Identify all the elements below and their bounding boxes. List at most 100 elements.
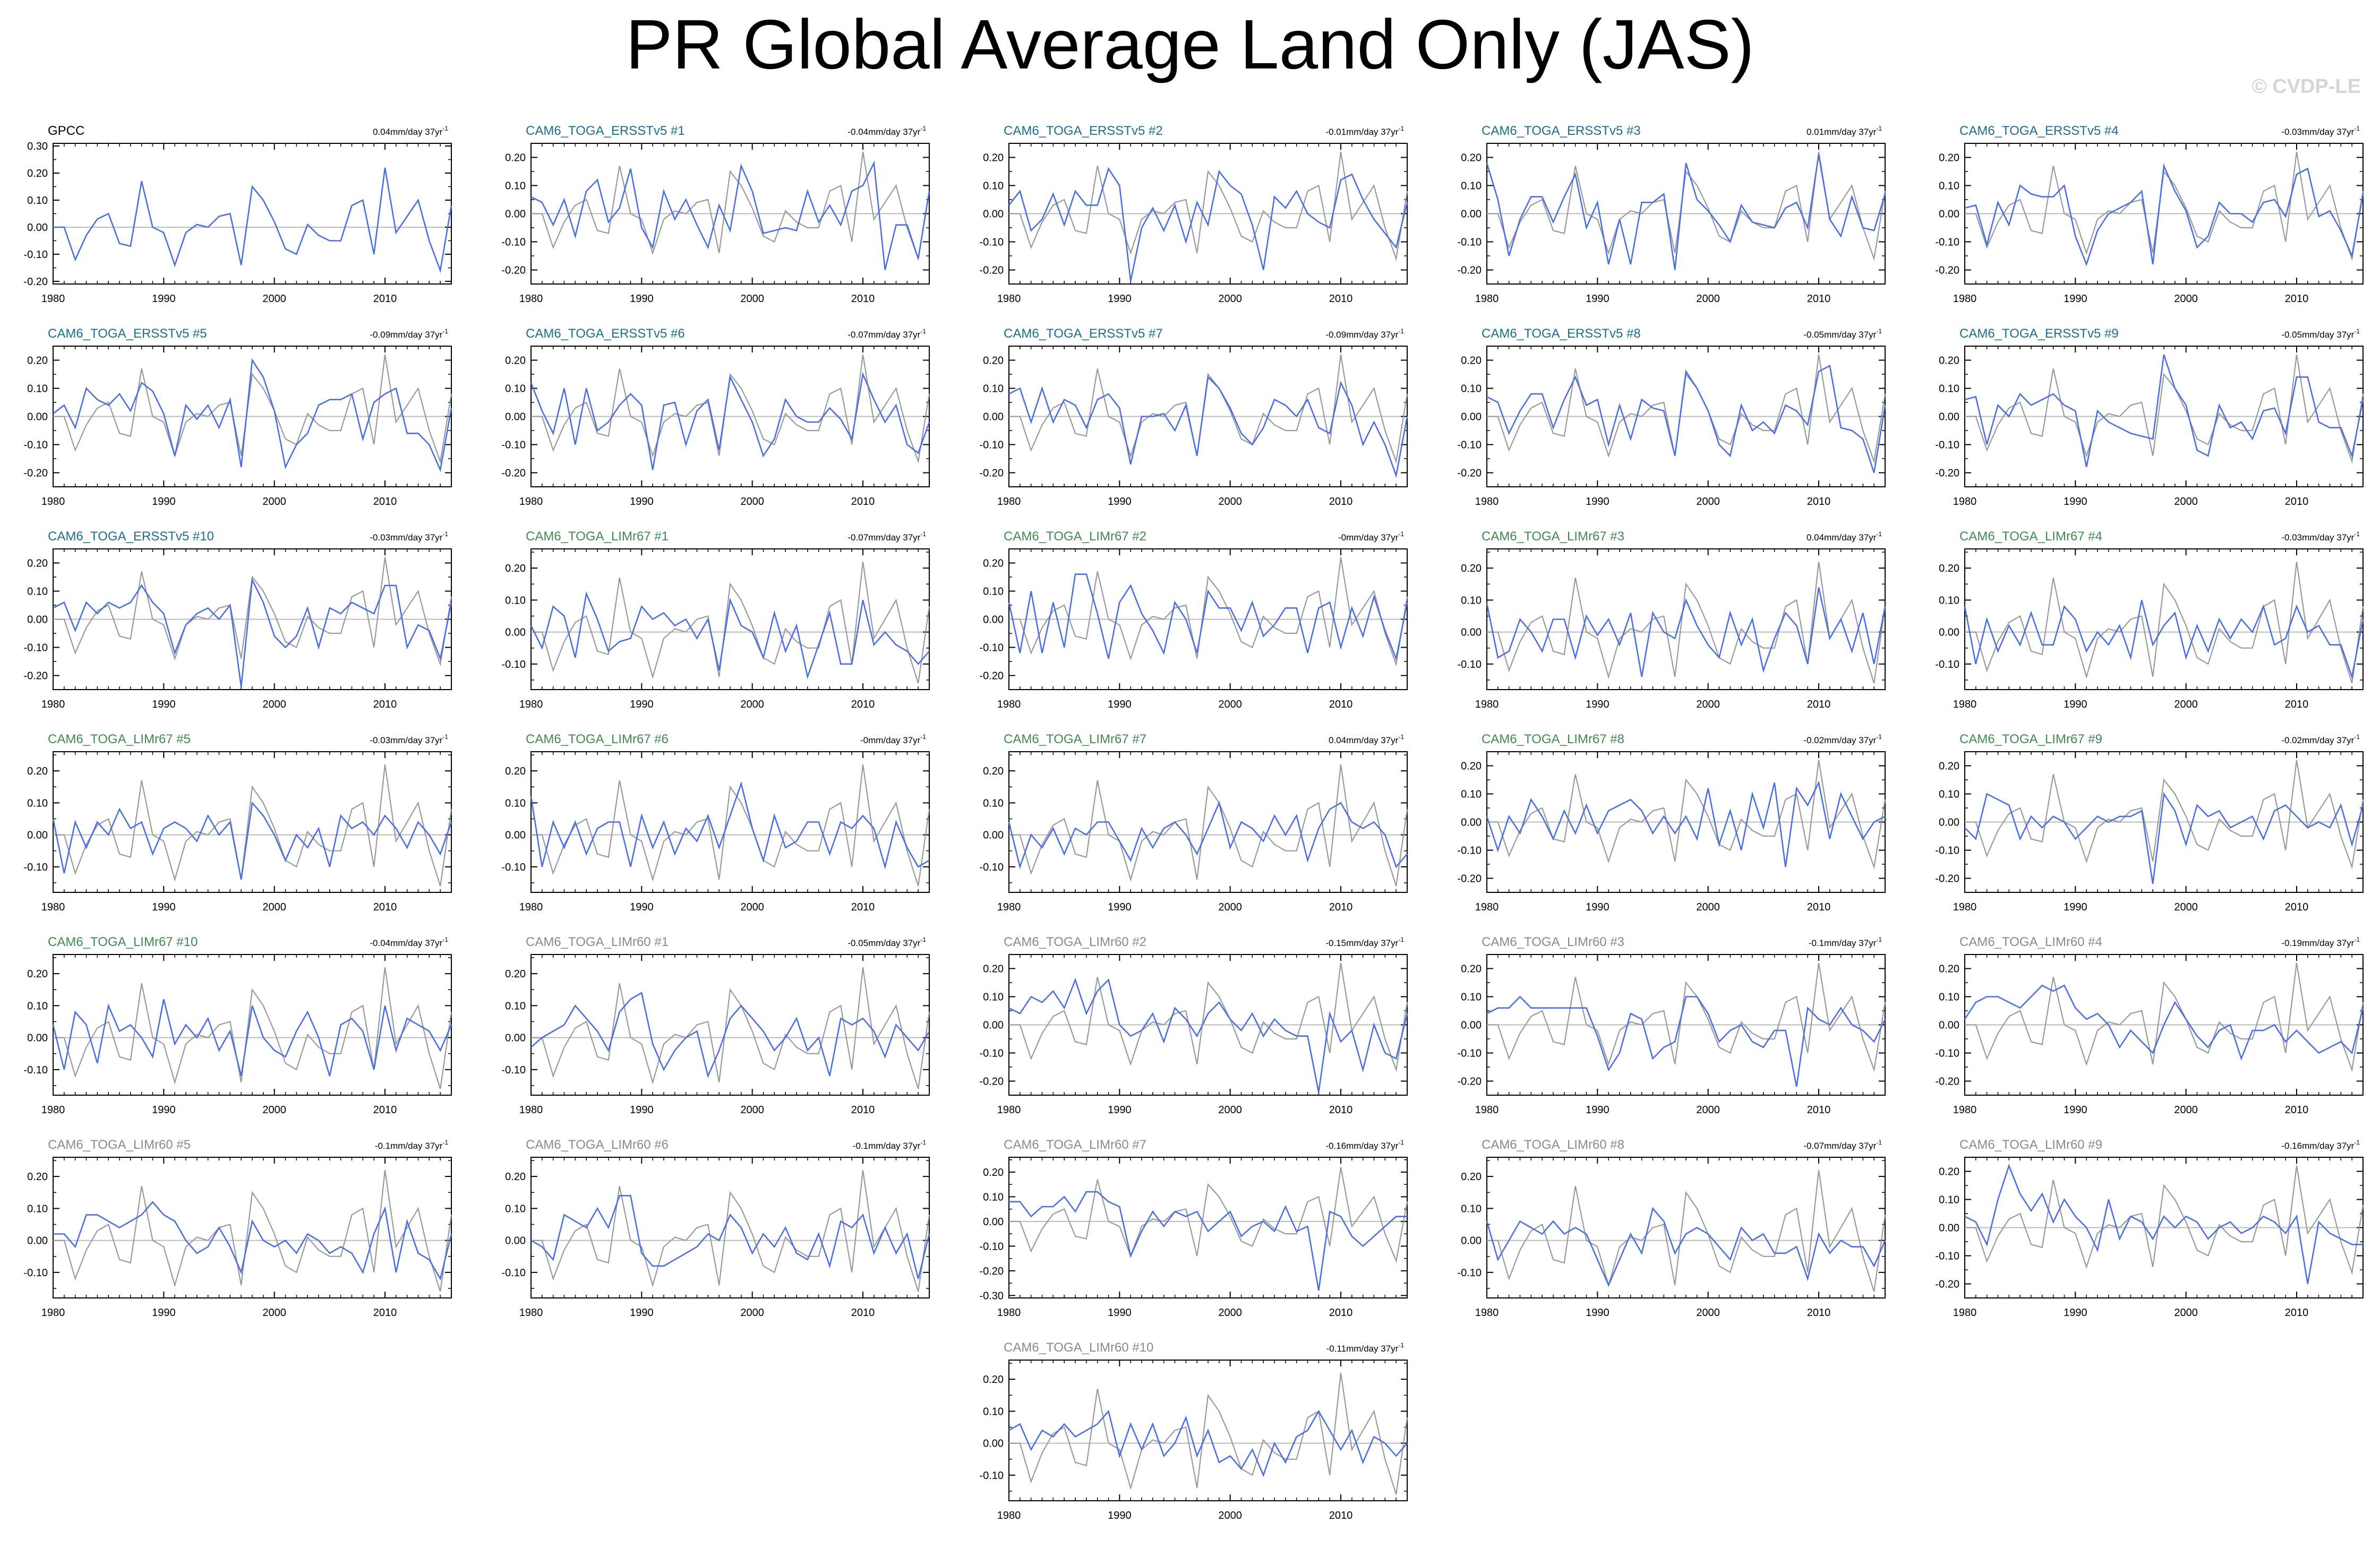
y-tick-label: -0.10: [1457, 1048, 1482, 1060]
y-tick-label: -0.10: [23, 440, 48, 451]
series-line-reference: [531, 151, 930, 261]
panel-title: CAM6_TOGA_ERSSTv5 #4: [1959, 124, 2119, 138]
series-line-cam6-toga-limr60-7: [1009, 1191, 1407, 1291]
x-tick-label: 1990: [2064, 496, 2087, 508]
x-tick-label: 2010: [1807, 293, 1831, 305]
panel-trend: -0.03mm/day 37yr-1: [2281, 530, 2360, 543]
y-tick-label: 0.10: [505, 1203, 526, 1215]
y-tick-label: -0.20: [1935, 873, 1959, 885]
x-tick-label: 1990: [152, 1307, 176, 1319]
panel-title: CAM6_TOGA_LIMr67 #8: [1482, 732, 1624, 746]
x-tick-label: 2010: [1329, 293, 1353, 305]
y-tick-label: 0.00: [1939, 411, 1959, 423]
y-tick-label: 0.30: [27, 141, 48, 152]
x-tick-label: 2010: [1807, 496, 1831, 508]
y-tick-label: -0.10: [501, 237, 526, 248]
panel-title: CAM6_TOGA_LIMr60 #5: [48, 1138, 191, 1152]
y-tick-label: -0.10: [1935, 659, 1959, 670]
x-tick-label: 2000: [740, 901, 764, 913]
x-tick-label: 2000: [1218, 293, 1242, 305]
panel-trend: 0.04mm/day 37yr-1: [1807, 530, 1882, 543]
panel-cam6-toga-ersstv5-5: CAM6_TOGA_ERSSTv5 #5 -0.09mm/day 37yr-1 0.…: [23, 326, 452, 508]
y-tick-label: 0.20: [505, 152, 526, 164]
x-tick-label: 1990: [1586, 901, 1610, 913]
panel-title: CAM6_TOGA_ERSSTv5 #8: [1482, 326, 1641, 341]
panel-title: GPCC: [48, 124, 84, 138]
y-tick-label: -0.20: [979, 1076, 1004, 1088]
x-tick-label: 2010: [851, 496, 875, 508]
y-tick-label: -0.10: [979, 642, 1004, 654]
series-line-cam6-toga-limr60-10: [1008, 1409, 1408, 1477]
series-line-cam6-toga-ersstv5-5: [53, 358, 452, 472]
y-tick-label: -0.20: [1935, 1279, 1959, 1291]
y-tick-label: -0.20: [979, 265, 1004, 277]
y-tick-label: -0.10: [1457, 845, 1482, 857]
x-tick-label: 2010: [851, 293, 875, 305]
y-tick-label: 0.10: [505, 595, 526, 606]
panel-cam6-toga-limr67-5: CAM6_TOGA_LIMr67 #5 -0.03mm/day 37yr-1 0.2…: [23, 732, 452, 913]
y-tick-label: 0.00: [27, 830, 48, 841]
x-tick-label: 1990: [1586, 293, 1610, 305]
x-tick-label: 1990: [1108, 496, 1132, 508]
panel-title: CAM6_TOGA_LIMr67 #2: [1004, 529, 1146, 544]
panel-title: CAM6_TOGA_ERSSTv5 #10: [48, 529, 214, 544]
series-line-cam6-toga-ersstv5-7: [1008, 375, 1408, 478]
panel-title: CAM6_TOGA_LIMr67 #1: [526, 529, 669, 544]
y-tick-label: 0.00: [505, 830, 526, 841]
panel-cam6-toga-ersstv5-9: CAM6_TOGA_ERSSTv5 #9 -0.05mm/day 37yr-1 0.…: [1935, 326, 2364, 508]
y-tick-label: -0.20: [23, 276, 48, 288]
y-tick-label: 0.10: [983, 586, 1004, 598]
series-line-cam6-toga-limr67-5: [52, 801, 452, 880]
panel-trend: -0mm/day 37yr-1: [860, 733, 926, 745]
y-tick-label: -0.10: [501, 862, 526, 873]
y-tick-label: 0.00: [1461, 627, 1482, 639]
y-tick-label: -0.10: [1457, 1267, 1482, 1279]
y-tick-label: 0.20: [1939, 1166, 1959, 1178]
y-tick-label: 0.00: [27, 411, 48, 423]
y-tick-label: -0.10: [1935, 845, 1959, 857]
y-tick-label: 0.20: [983, 152, 1004, 164]
y-tick-label: 0.10: [505, 1000, 526, 1012]
x-tick-label: 1980: [519, 293, 543, 305]
panel-frame: [1486, 1157, 1886, 1298]
x-tick-label: 2010: [851, 1104, 875, 1116]
panel-title: CAM6_TOGA_LIMr60 #8: [1482, 1138, 1624, 1152]
y-tick-label: 0.00: [983, 614, 1004, 626]
panel-title: CAM6_TOGA_LIMr60 #7: [1004, 1138, 1146, 1152]
x-tick-label: 2010: [851, 699, 875, 710]
series-line-cam6-toga-ersstv5-9: [1964, 354, 2364, 468]
y-tick-label: -0.10: [1457, 440, 1482, 451]
panel-trend: -0.05mm/day 37yr-1: [2281, 328, 2360, 340]
y-tick-label: -0.10: [979, 862, 1004, 873]
x-tick-label: 2010: [2285, 699, 2309, 710]
x-tick-label: 2010: [851, 901, 875, 913]
y-tick-label: 0.10: [27, 195, 48, 207]
panel-trend: 0.04mm/day 37yr-1: [1329, 733, 1404, 745]
y-tick-label: 0.20: [1939, 964, 1959, 975]
y-tick-label: -0.10: [1457, 237, 1482, 248]
panel-trend: -0.04mm/day 37yr-1: [847, 125, 926, 137]
panel-cam6-toga-limr60-7: CAM6_TOGA_LIMr60 #7 -0.16mm/day 37yr-1 0.2…: [979, 1138, 1408, 1319]
x-tick-label: 2000: [1218, 496, 1242, 508]
panel-cam6-toga-limr60-2: CAM6_TOGA_LIMr60 #2 -0.15mm/day 37yr-1 0.2…: [979, 935, 1408, 1116]
y-tick-label: 0.10: [1461, 595, 1482, 606]
y-tick-label: 0.00: [1461, 1020, 1482, 1031]
panel-title: CAM6_TOGA_ERSSTv5 #3: [1482, 124, 1641, 138]
panel-trend: -0.05mm/day 37yr-1: [847, 936, 926, 948]
y-tick-label: 0.10: [983, 383, 1004, 395]
series-line-reference: [531, 354, 930, 464]
x-tick-label: 1990: [152, 699, 176, 710]
panel-cam6-toga-limr60-8: CAM6_TOGA_LIMr60 #8 -0.07mm/day 37yr-1 0.2…: [1457, 1138, 1886, 1319]
panel-frame: [530, 751, 930, 893]
y-tick-label: -0.20: [1457, 265, 1482, 277]
x-tick-label: 1990: [152, 496, 176, 508]
y-tick-label: 0.20: [983, 1374, 1004, 1386]
y-tick-label: 0.10: [983, 180, 1004, 192]
y-tick-label: -0.10: [23, 862, 48, 873]
x-tick-label: 2010: [1329, 699, 1353, 710]
series-line-reference: [531, 1169, 930, 1292]
y-tick-label: 0.20: [1461, 964, 1482, 975]
series-line-cam6-toga-ersstv5-4: [1964, 163, 2364, 266]
y-tick-label: 0.20: [1461, 152, 1482, 164]
x-tick-label: 2010: [2285, 901, 2309, 913]
